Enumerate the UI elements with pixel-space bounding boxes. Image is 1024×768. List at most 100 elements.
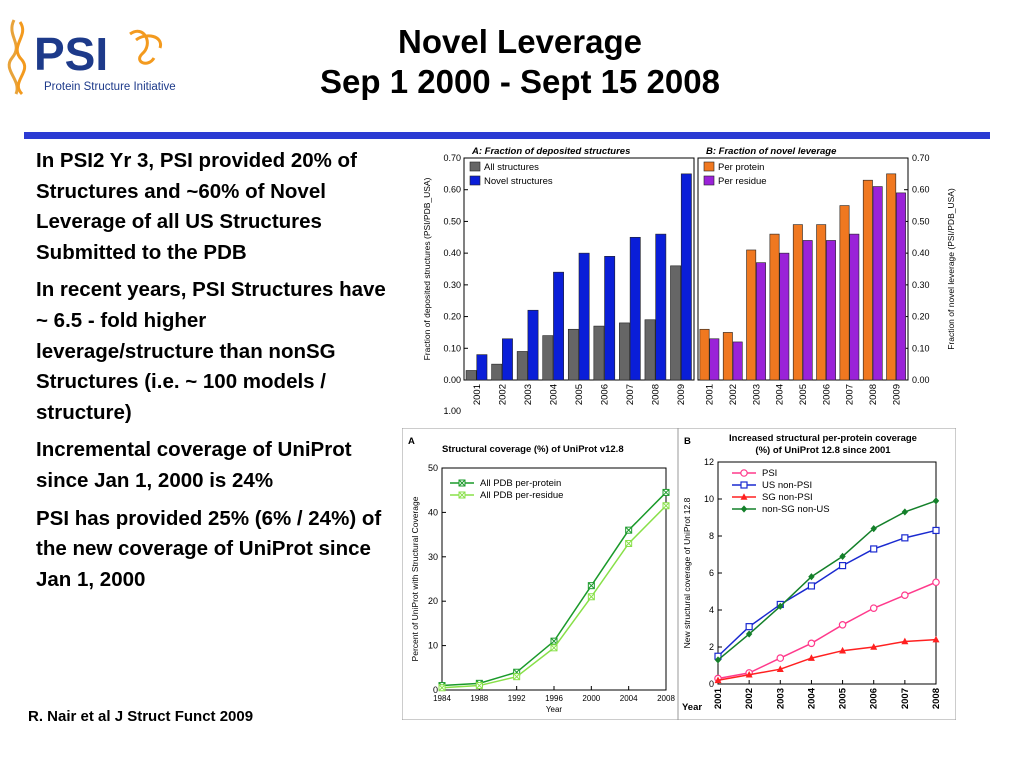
x-tick-label: 2009 [676,384,687,405]
panel-border [678,428,956,720]
y-tick-label: 30 [428,552,438,562]
bar [629,236,641,381]
bar [593,325,605,381]
data-point [740,481,748,489]
y-tick-label: 50 [428,463,438,473]
data-point [740,505,748,513]
y-tick-label: 0.10 [443,343,461,353]
y-tick-label: 0.00 [443,375,461,385]
bar-chart-b-svg: B: Fraction of novel leverage 0.00 0.10 0.2… [697,146,956,405]
data-point [513,673,521,681]
x-tick-label: 2005 [838,687,849,709]
data-point [838,562,847,570]
x-tick-label: 2007 [625,384,636,405]
series-line [717,581,937,680]
data-point-x [588,582,595,589]
legend-entry: Per residue [718,176,767,187]
bullet-item: In PSI2 Yr 3, PSI provided 20% of Struct… [36,149,357,264]
y-axis-label: New structural coverage of UniProt 12.8 [682,497,692,648]
x-axis-label: Year [682,702,702,713]
y-tick-label: 0.60 [443,185,461,195]
data-point [932,497,940,505]
y-axis-label: Fraction of novel leverage (PSI/PDB_USA) [946,188,956,350]
data-point [807,639,816,648]
chart-title: Structural coverage (%) of UniProt v12.8 [442,444,624,455]
x-tick-label: 2002 [728,384,739,405]
x-tick-label: 2007 [845,384,856,405]
data-point [714,656,722,664]
legend-entry: US non-PSI [762,480,812,491]
x-tick-label: 2008 [931,688,942,709]
data-point-x [625,527,632,534]
bar [553,271,564,381]
bar [578,252,590,381]
bar [465,370,477,381]
x-tick-label: 2004 [620,694,638,703]
data-point-x [476,682,483,689]
y-tick-label: 0.30 [443,280,461,290]
data-point-x [513,673,520,680]
x-tick-label: 1984 [433,694,451,703]
data-point [740,493,748,500]
x-tick-label: 2004 [775,384,786,405]
title-divider [24,132,990,139]
x-tick-label: 2002 [744,688,755,709]
y-tick-label: 10 [428,641,438,651]
bar [516,351,528,381]
y-tick-label: 10 [704,494,714,504]
x-tick-label: 2005 [798,384,809,405]
x-tick-label: 2009 [891,384,902,405]
slide-title: Novel Leverage Sep 1 2000 - Sept 15 2008 [200,22,840,102]
bar-chart-deposited: A: Fraction of deposited structures 0.00 0… [418,142,696,414]
x-tick-label: 2003 [751,384,762,405]
data-point [870,643,878,650]
data-point-x [551,638,557,645]
x-tick-label: 1988 [470,694,488,703]
x-tick-label: 2004 [806,687,817,709]
bullet-item: PSI has provided 25% (6% / 24%) of the n… [36,506,382,591]
x-tick-label: 2004 [548,384,559,405]
bar [839,205,850,381]
x-tick-label: 2008 [868,384,879,405]
y-tick-label: 0.10 [912,343,930,353]
title-line-1: Novel Leverage [398,23,642,60]
bar [849,233,860,381]
legend-entry: All PDB per-residue [480,490,563,501]
bar [779,252,790,381]
y-tick-label: 0.70 [912,153,930,163]
panel-border [402,428,678,720]
bar [756,262,766,381]
data-point [869,604,878,612]
data-point [587,582,595,590]
x-tick-label: 2006 [821,384,832,405]
y-tick-label: 0.20 [443,312,461,322]
legend-entry: SG non-PSI [762,492,813,503]
data-point [745,623,753,631]
psi-logo: PSI Protein Structure Initiative [4,14,200,96]
y-tick-label: 0.40 [443,248,461,258]
x-tick-label: 2006 [600,384,611,405]
chart-title: A: Fraction of deposited structures [471,146,630,157]
bar [567,328,579,381]
y-tick-label: 0.50 [912,216,930,226]
bar-chart-a-svg: A: Fraction of deposited structures 0.00 0… [422,146,695,414]
data-point [838,621,847,629]
y-tick-label: 4 [709,605,714,615]
data-point [839,646,847,654]
data-point [901,534,909,542]
data-point-x [663,502,669,509]
bar [886,173,897,381]
x-tick-label: 2008 [657,694,675,703]
bar [527,309,539,381]
legend-entry: non-SG non-US [762,504,830,515]
line-chart-coverage: A Structural coverage (%) of UniProt v12.… [402,428,678,720]
x-tick-label: 2001 [713,687,724,709]
legend-swatch [703,161,715,172]
data-point [740,469,748,477]
panel-letter: A [408,436,415,447]
data-point-x [663,489,669,496]
x-tick-label: 2002 [497,384,508,405]
line-chart-b-svg: B Increased structural per-protein covera… [678,428,956,720]
bar [644,319,656,381]
y-tick-label: 0.30 [912,280,930,290]
